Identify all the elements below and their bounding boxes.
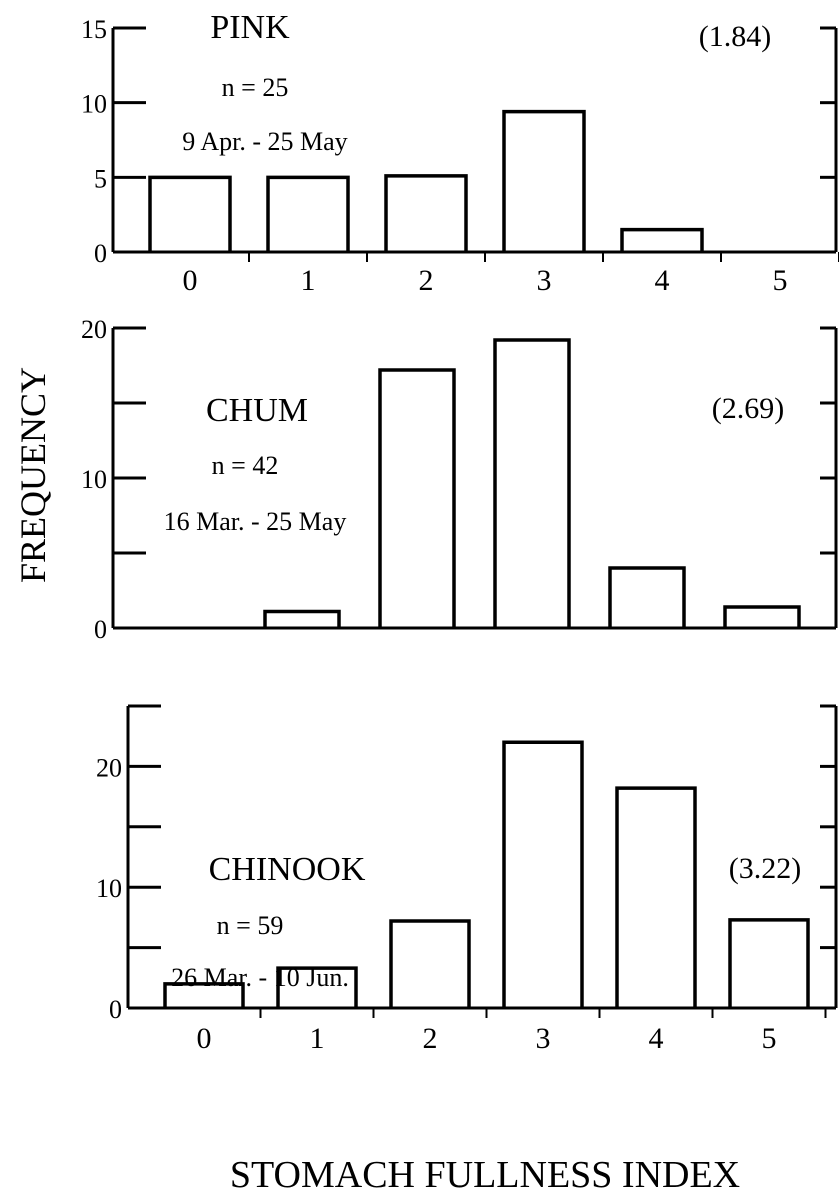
- y-axis-label: FREQUENCY: [13, 367, 53, 583]
- date-range-label: 9 Apr. - 25 May: [182, 127, 347, 156]
- date-range-label: 26 Mar. - 10 Jun.: [171, 963, 349, 992]
- x-tick-label: 0: [197, 1022, 212, 1055]
- x-tick-label: 5: [762, 1022, 777, 1055]
- bar-3: [502, 740, 584, 1008]
- panel-chinook: 0 10 20 0 1 2 3 4 5 CHINOOK n = 59 26 Mar. - 10 Jun…: [96, 704, 838, 1055]
- x-tick-label: 1: [310, 1022, 325, 1055]
- bar-4: [608, 566, 686, 628]
- bar-4: [615, 786, 697, 1008]
- x-axis-label: STOMACH FULLNESS INDEX: [230, 1154, 740, 1196]
- y-tick-label: 20: [96, 753, 122, 782]
- bar-4: [620, 227, 704, 252]
- y-tick-label: 0: [94, 239, 107, 268]
- bar-2: [378, 368, 456, 628]
- bar-0: [148, 175, 232, 252]
- mean-index-label: (1.84): [699, 20, 771, 53]
- y-tick-label: 5: [94, 164, 107, 193]
- bar-2: [389, 919, 471, 1008]
- panel-title: PINK: [210, 9, 290, 46]
- bar-1: [276, 966, 358, 1008]
- x-tick-label: 4: [655, 264, 670, 297]
- bar-0: [163, 982, 245, 1008]
- y-tick-label: 0: [94, 615, 107, 644]
- bar-5: [728, 918, 810, 1008]
- x-tick-label: 2: [423, 1022, 438, 1055]
- sample-size-label: n = 25: [222, 73, 289, 102]
- bar-3: [493, 338, 571, 628]
- bar-2: [384, 174, 468, 252]
- y-tick-label: 0: [109, 995, 122, 1024]
- sample-size-label: n = 42: [212, 451, 279, 480]
- y-tick-label: 10: [96, 874, 122, 903]
- x-tick-label: 3: [537, 264, 552, 297]
- y-tick-label: 20: [81, 315, 107, 344]
- panel-title: CHINOOK: [209, 851, 366, 888]
- bar-5: [723, 605, 801, 628]
- x-tick-label: 4: [649, 1022, 664, 1055]
- bar-1: [263, 609, 341, 628]
- bar-1: [266, 175, 350, 252]
- y-tick-label: 10: [81, 465, 107, 494]
- panel-title: CHUM: [206, 392, 308, 429]
- panel-pink: 0 5 10 15 0 1 2 3 4 5 PINK n = 25 9 Apr. - 25 May (1.…: [81, 9, 839, 297]
- date-range-label: 16 Mar. - 25 May: [164, 507, 347, 536]
- y-tick-label: 15: [81, 15, 107, 44]
- mean-index-label: (3.22): [729, 852, 801, 885]
- x-tick-label: 2: [419, 264, 434, 297]
- panel-chum: 0 10 20 CHUM n = 42 16 Mar. - 25 May (2.69): [81, 315, 838, 644]
- x-tick-label: 5: [773, 264, 788, 297]
- y-tick-label: 10: [81, 90, 107, 119]
- bar-3: [502, 109, 586, 252]
- x-tick-label: 1: [301, 264, 316, 297]
- sample-size-label: n = 59: [217, 911, 284, 940]
- x-tick-label: 3: [536, 1022, 551, 1055]
- x-tick-label: 0: [183, 264, 198, 297]
- mean-index-label: (2.69): [712, 392, 784, 425]
